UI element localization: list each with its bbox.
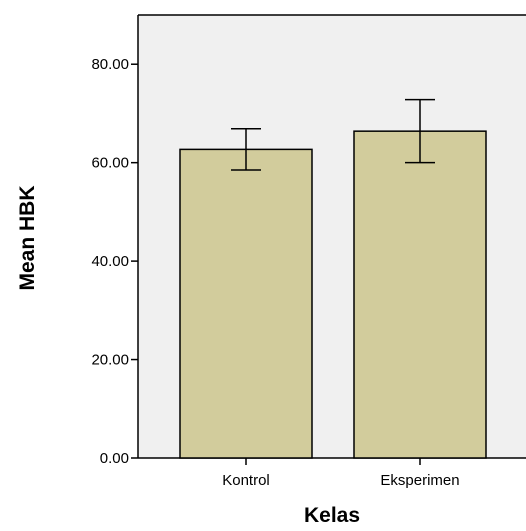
y-tick-label: 80.00 <box>91 56 129 73</box>
x-tick-label: Eksperimen <box>380 472 459 489</box>
y-tick-label: 40.00 <box>91 253 129 270</box>
bar-kontrol <box>179 148 313 459</box>
x-axis-title: Kelas <box>304 504 360 527</box>
x-axis-ticks: Kontrol Eksperimen <box>222 458 460 489</box>
y-tick-label: 0.00 <box>100 450 129 467</box>
y-axis-ticks: 0.00 20.00 40.00 60.00 80.00 <box>91 56 138 467</box>
bars-group <box>179 98 487 459</box>
bar-eksperimen <box>353 130 487 459</box>
y-axis-title: Mean HBK <box>16 185 39 290</box>
y-tick-label: 60.00 <box>91 155 129 172</box>
x-tick-label: Kontrol <box>222 472 270 489</box>
y-tick-label: 20.00 <box>91 352 129 369</box>
